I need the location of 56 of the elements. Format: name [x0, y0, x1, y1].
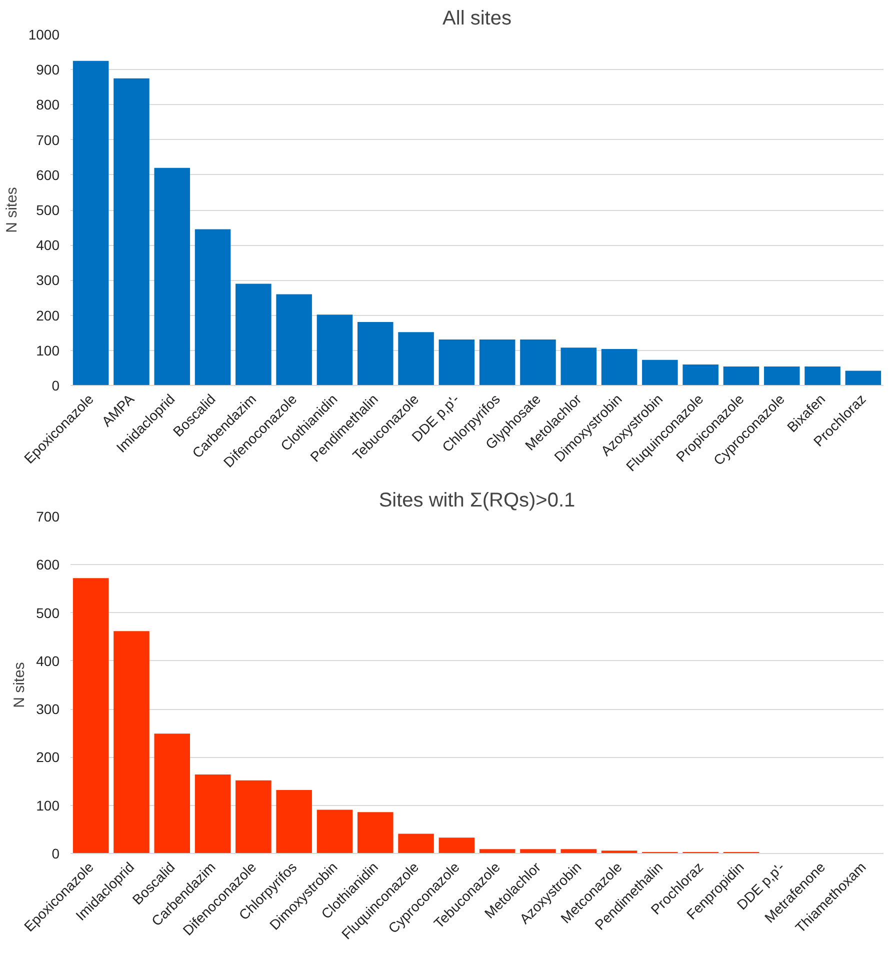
bar — [438, 838, 475, 854]
bar — [236, 284, 272, 386]
bar — [72, 60, 109, 386]
bar — [438, 340, 475, 386]
y-tick-label: 600 — [36, 166, 60, 183]
y-tick-label: 800 — [36, 96, 60, 113]
bar — [72, 578, 109, 854]
y-tick-label: 400 — [36, 652, 60, 669]
bar — [845, 370, 882, 386]
y-tick-label: 700 — [36, 132, 60, 148]
chart-title: Sites with Σ(RQs)>0.1 — [378, 490, 576, 512]
y-tick-label: 1000 — [28, 26, 60, 42]
bar — [804, 366, 840, 386]
y-tick-label: 500 — [36, 604, 60, 621]
bar — [682, 364, 718, 386]
y-axis-title: N sites — [11, 662, 28, 708]
bar — [316, 810, 353, 854]
y-axis-title: N sites — [3, 187, 20, 233]
bar — [398, 834, 434, 854]
y-tick-label: 900 — [36, 62, 60, 78]
bar — [357, 812, 394, 854]
y-tick-label: 400 — [36, 237, 60, 254]
bar — [276, 294, 312, 386]
bar — [479, 340, 516, 386]
bar — [520, 340, 556, 386]
y-tick-label: 200 — [36, 307, 60, 324]
bar — [560, 348, 597, 386]
y-tick-label: 100 — [36, 342, 60, 358]
y-tick-label: 300 — [36, 272, 60, 288]
bar — [154, 168, 190, 386]
y-tick-label: 300 — [36, 701, 60, 718]
y-tick-label: 0 — [52, 378, 60, 394]
chart-title: All sites — [442, 8, 512, 30]
bar — [479, 849, 516, 854]
bar — [194, 774, 231, 854]
bar — [114, 631, 150, 854]
bar — [236, 780, 272, 854]
bar — [316, 314, 353, 386]
bar — [520, 849, 556, 854]
bar — [276, 790, 312, 854]
bar — [398, 332, 434, 386]
bar — [357, 322, 394, 386]
bar — [642, 360, 678, 386]
y-tick-label: 700 — [36, 508, 60, 524]
bar — [560, 849, 597, 854]
y-tick-label: 600 — [36, 556, 60, 573]
bar — [764, 366, 800, 386]
bar — [154, 734, 190, 854]
bar — [114, 78, 150, 386]
y-tick-label: 0 — [52, 846, 60, 862]
bar — [601, 348, 638, 386]
bar — [723, 366, 760, 386]
y-tick-label: 100 — [36, 797, 60, 814]
bar — [194, 229, 231, 386]
y-tick-label: 200 — [36, 749, 60, 766]
y-tick-label: 500 — [36, 202, 60, 218]
